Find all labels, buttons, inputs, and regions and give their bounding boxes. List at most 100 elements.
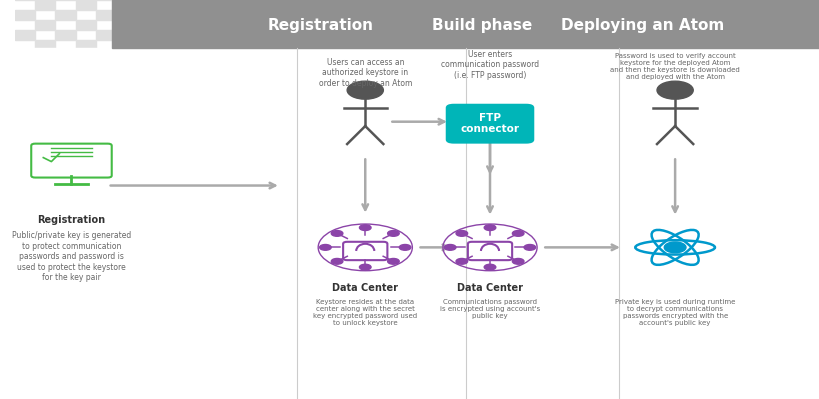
Bar xyxy=(196,299,216,309)
Bar xyxy=(799,0,819,10)
Bar xyxy=(558,239,578,249)
Bar xyxy=(276,219,296,229)
Bar xyxy=(558,0,578,10)
Bar xyxy=(236,140,256,150)
Bar xyxy=(397,60,417,70)
Bar xyxy=(337,349,357,359)
Bar xyxy=(558,339,578,349)
Bar xyxy=(658,349,678,359)
Bar xyxy=(699,190,718,200)
Bar xyxy=(518,60,537,70)
Bar xyxy=(317,180,337,190)
Bar xyxy=(357,40,377,50)
Text: Communications password
is encrypted using account's
public key: Communications password is encrypted usi… xyxy=(439,299,540,319)
Bar xyxy=(176,349,196,359)
Bar xyxy=(437,160,457,170)
Bar xyxy=(75,140,96,150)
Bar xyxy=(799,239,819,249)
Bar xyxy=(618,349,638,359)
Bar xyxy=(537,249,558,259)
Bar xyxy=(56,10,75,20)
Bar xyxy=(317,319,337,329)
Bar xyxy=(477,20,497,30)
Bar xyxy=(115,339,136,349)
Bar xyxy=(718,379,739,389)
Bar xyxy=(357,379,377,389)
Bar xyxy=(477,160,497,170)
Bar xyxy=(176,150,196,160)
Bar xyxy=(377,90,397,100)
Bar xyxy=(115,200,136,209)
Bar xyxy=(477,339,497,349)
Bar xyxy=(718,180,739,190)
Bar xyxy=(718,219,739,229)
Bar xyxy=(296,30,317,40)
Bar xyxy=(357,319,377,329)
Bar xyxy=(618,110,638,120)
Bar xyxy=(96,130,115,140)
Bar xyxy=(176,190,196,200)
Bar xyxy=(276,200,296,209)
Bar xyxy=(35,239,56,249)
Bar xyxy=(317,120,337,130)
Bar xyxy=(638,120,658,130)
Bar xyxy=(136,329,156,339)
Bar xyxy=(779,90,799,100)
Bar xyxy=(317,299,337,309)
Bar xyxy=(397,120,417,130)
Bar xyxy=(156,60,176,70)
Bar xyxy=(136,389,156,399)
Text: Private key is used during runtime
to decrypt communications
passwords encrypted: Private key is used during runtime to de… xyxy=(614,299,735,326)
Bar xyxy=(558,80,578,90)
Bar xyxy=(477,180,497,190)
Bar xyxy=(156,259,176,269)
Bar xyxy=(276,359,296,369)
Bar xyxy=(437,219,457,229)
Bar xyxy=(56,209,75,219)
Bar xyxy=(136,30,156,40)
Bar xyxy=(256,110,276,120)
Bar xyxy=(417,70,437,80)
Bar xyxy=(678,239,699,249)
Bar xyxy=(678,339,699,349)
Bar xyxy=(437,299,457,309)
Bar xyxy=(799,319,819,329)
Circle shape xyxy=(523,245,535,250)
Bar xyxy=(477,279,497,289)
Bar xyxy=(799,20,819,30)
Bar xyxy=(739,170,758,180)
Bar xyxy=(377,170,397,180)
Bar xyxy=(276,60,296,70)
Bar xyxy=(397,379,417,389)
Bar xyxy=(156,140,176,150)
Bar xyxy=(236,339,256,349)
Bar xyxy=(758,100,779,110)
Bar xyxy=(758,239,779,249)
Bar xyxy=(437,339,457,349)
Bar xyxy=(56,369,75,379)
Bar xyxy=(618,249,638,259)
Bar xyxy=(216,110,236,120)
Bar xyxy=(357,140,377,150)
Bar xyxy=(638,319,658,329)
Bar xyxy=(296,190,317,200)
Bar xyxy=(598,140,618,150)
Bar xyxy=(136,369,156,379)
Bar xyxy=(115,299,136,309)
Bar xyxy=(578,50,598,60)
Bar xyxy=(256,30,276,40)
Bar xyxy=(658,229,678,239)
Bar xyxy=(497,369,518,379)
Bar xyxy=(558,160,578,170)
Bar xyxy=(598,319,618,329)
Bar xyxy=(457,30,477,40)
Bar xyxy=(739,389,758,399)
Bar xyxy=(578,30,598,40)
Bar xyxy=(618,309,638,319)
Bar xyxy=(256,150,276,160)
Bar xyxy=(417,249,437,259)
Bar xyxy=(136,50,156,60)
Bar xyxy=(317,20,337,30)
Bar xyxy=(317,259,337,269)
Bar xyxy=(35,279,56,289)
